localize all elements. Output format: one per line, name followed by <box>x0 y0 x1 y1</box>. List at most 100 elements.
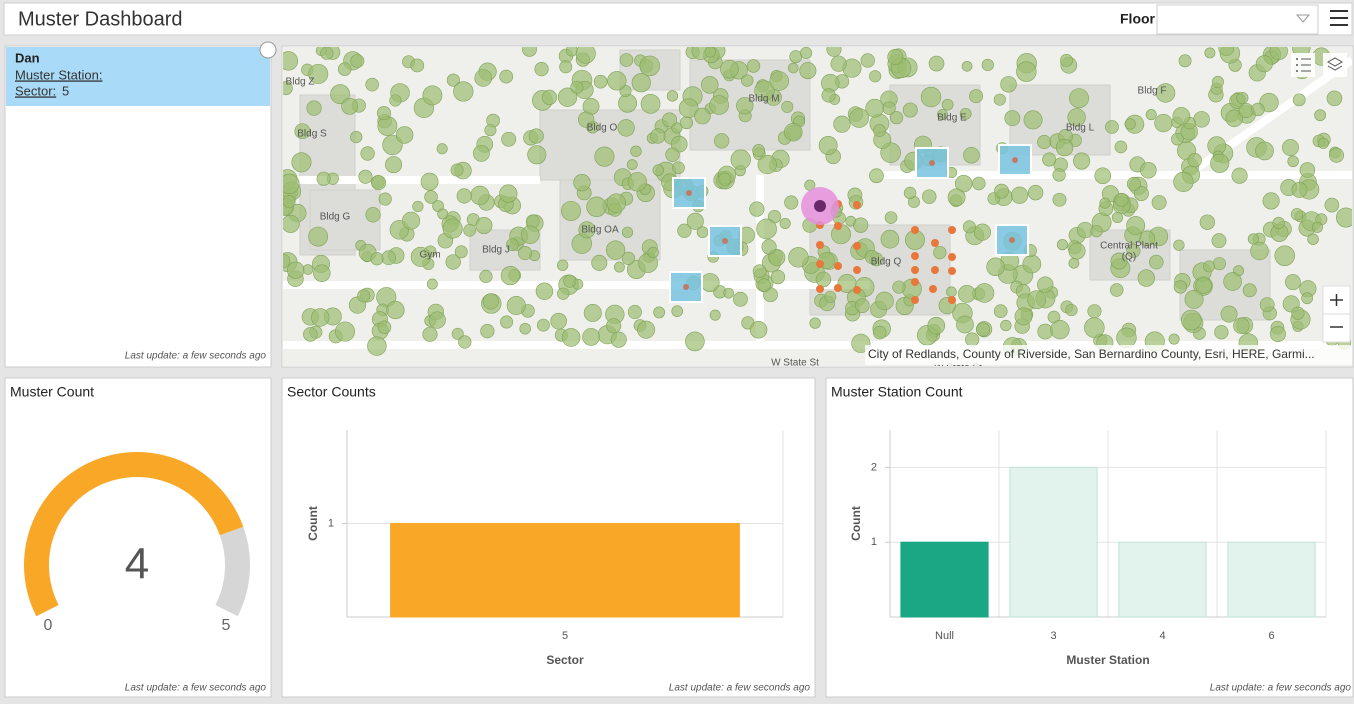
tree <box>666 90 679 102</box>
tree <box>402 211 421 230</box>
tree <box>1056 239 1068 251</box>
x-tick-label: 6 <box>1268 630 1274 642</box>
tree <box>927 316 946 335</box>
tree <box>463 224 476 237</box>
map-tool-button[interactable] <box>1323 53 1347 77</box>
tree <box>1223 272 1242 291</box>
tree <box>1317 137 1329 149</box>
bar[interactable] <box>1118 541 1207 618</box>
tree <box>1193 111 1210 128</box>
map-label: (Q) <box>1122 252 1136 263</box>
tree <box>1055 138 1074 157</box>
tree <box>1173 239 1185 251</box>
tree <box>627 172 647 192</box>
tree <box>583 303 602 322</box>
tree <box>395 126 414 144</box>
tree <box>1269 47 1288 61</box>
tree <box>613 261 625 273</box>
x-axis-title: Muster Station <box>1066 653 1149 667</box>
tree <box>472 144 490 162</box>
panel-title: Muster Count <box>10 384 94 400</box>
tree <box>1069 88 1089 109</box>
tree <box>1052 168 1066 182</box>
tree <box>972 176 986 191</box>
tree <box>639 55 661 77</box>
tree <box>650 128 666 144</box>
map-label: W State St <box>771 358 819 369</box>
person-point <box>948 296 956 304</box>
tree <box>1060 53 1073 67</box>
tree <box>283 214 300 233</box>
tree <box>965 332 980 347</box>
dashboard-title: Muster Dashboard <box>18 8 183 30</box>
tree <box>736 97 754 115</box>
person-point <box>911 278 919 286</box>
tree <box>1311 221 1323 233</box>
tree <box>768 249 786 267</box>
tree <box>946 286 957 298</box>
expand-button[interactable] <box>259 41 277 59</box>
tree <box>474 69 493 87</box>
tree <box>1255 55 1273 73</box>
person-point <box>911 252 919 260</box>
tree <box>884 211 898 224</box>
tree <box>426 278 438 290</box>
gauge-max: 5 <box>222 617 231 634</box>
tree <box>865 98 884 118</box>
tree <box>849 108 869 128</box>
menu-button[interactable] <box>1330 10 1348 26</box>
tree <box>535 282 554 300</box>
bar[interactable] <box>1227 541 1316 618</box>
tree <box>506 238 519 252</box>
tree <box>1126 243 1141 258</box>
floor-dropdown[interactable] <box>1156 4 1319 35</box>
tree <box>470 185 490 205</box>
tree <box>420 172 439 191</box>
y-tick-label: 2 <box>871 461 877 473</box>
tree <box>956 315 974 334</box>
bar[interactable] <box>390 523 740 618</box>
list-item[interactable] <box>6 47 270 106</box>
tree <box>618 93 637 113</box>
last-update: Last update: a few seconds ago <box>125 351 267 362</box>
station-point <box>722 238 728 244</box>
tree <box>1168 333 1180 345</box>
tree <box>1010 186 1029 204</box>
tree <box>1126 216 1146 235</box>
tree <box>677 223 692 238</box>
tree <box>754 80 775 101</box>
tree <box>594 146 615 167</box>
tree <box>377 320 392 334</box>
map-label: Bldg O <box>587 123 618 134</box>
tree <box>994 183 1009 199</box>
icon-dot <box>1296 70 1298 72</box>
tree <box>892 280 906 294</box>
tree <box>561 200 581 221</box>
tree <box>437 208 449 220</box>
item-sector-value: 5 <box>62 83 69 98</box>
tree <box>450 163 464 177</box>
tree <box>652 164 665 176</box>
tree <box>1211 233 1227 249</box>
bar[interactable] <box>900 541 989 618</box>
tree <box>475 217 493 234</box>
person-point <box>853 242 861 250</box>
tree <box>1037 276 1054 293</box>
tree <box>1087 304 1102 319</box>
map-label: Bldg Z <box>286 77 315 88</box>
last-update: Last update: a few seconds ago <box>1210 683 1352 694</box>
x-tick-label: 3 <box>1050 630 1056 642</box>
tree <box>573 174 591 192</box>
plus-icon <box>1330 294 1343 306</box>
tree <box>365 77 379 92</box>
tree <box>294 123 311 140</box>
tree <box>617 119 635 137</box>
zoom-out[interactable] <box>1322 313 1351 343</box>
tree <box>1114 192 1129 207</box>
tree <box>781 100 794 113</box>
tree <box>1094 167 1112 185</box>
tree <box>606 193 626 213</box>
person-point <box>816 241 824 249</box>
tree <box>382 134 403 156</box>
bar[interactable] <box>1009 466 1098 618</box>
